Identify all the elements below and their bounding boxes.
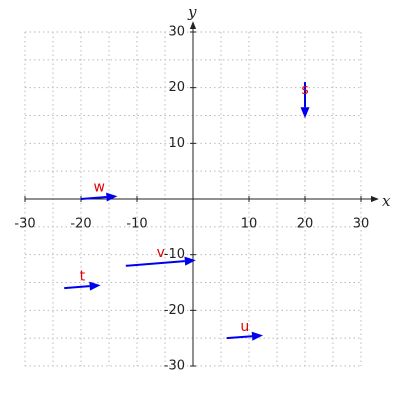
y-tick-label: 20 [168,80,185,95]
vector [300,82,310,119]
vector-label: v [157,245,165,261]
x-tick-label: 10 [241,217,258,232]
vector-head [106,192,118,202]
vector [125,256,196,267]
vector-shaft [64,285,90,290]
x-tick-label: 20 [297,217,314,232]
vector-shaft [226,335,253,340]
vector-label: t [80,269,86,285]
x-tick-label: -10 [126,217,147,232]
x-tick-label: 30 [353,217,370,232]
vector [64,281,101,291]
x-tick-label: -20 [70,217,91,232]
vector-label: u [240,319,249,335]
y-tick-label: -30 [164,359,185,374]
vector [80,192,118,202]
vector-head [251,331,263,341]
vector [226,331,263,341]
vector-head [300,107,310,119]
x-axis-label: x [382,192,391,210]
y-tick-label: -10 [164,247,185,262]
vector-shaft [80,196,107,200]
vector-label: s [301,82,308,98]
vector-head [89,281,101,291]
y-axis-label: y [187,3,197,21]
y-tick-label: 10 [168,136,185,151]
vector-label: w [93,180,104,196]
y-tick-label: 30 [168,25,185,40]
vector-head [184,256,196,266]
x-tick-label: -30 [14,217,35,232]
vector-shaft [125,260,185,267]
y-tick-label: -20 [164,303,185,318]
